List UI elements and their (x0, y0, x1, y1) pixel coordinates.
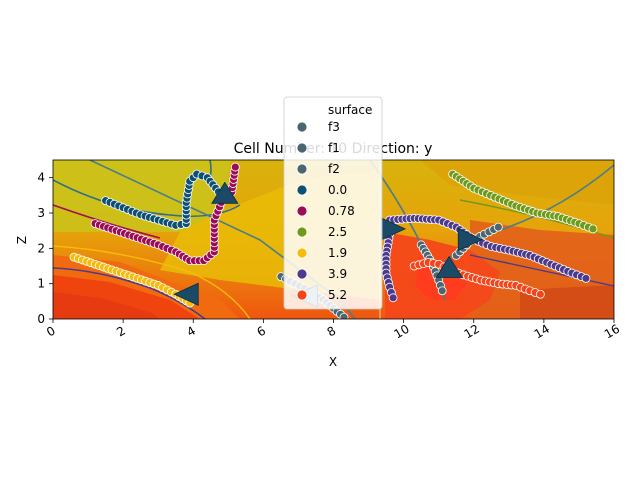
legend-marker (296, 184, 308, 196)
scatter-point-3.9 (388, 293, 398, 303)
legend-label: 2.5 (328, 225, 347, 239)
orientation-arrow (173, 282, 199, 306)
legend-marker (296, 226, 308, 238)
scatter-point-f2 (493, 222, 503, 232)
scatter-point-3.9 (581, 273, 591, 283)
legend-marker (296, 142, 308, 154)
orientation-arrow (211, 181, 239, 204)
orientation-arrow (435, 255, 463, 278)
legend-label: 0.0 (328, 183, 347, 197)
legend-marker (296, 121, 308, 133)
legend-marker (296, 289, 308, 301)
x-tick-label: 10 (392, 322, 412, 342)
legend: surface f3 f1 f2 0.0 0.78 2.5 1.9 3.9 5.2 (283, 96, 383, 310)
y-tick-label: 4 (37, 171, 45, 185)
legend-label: f1 (328, 141, 340, 155)
y-tick-label: 2 (37, 241, 45, 255)
legend-box (283, 96, 383, 310)
legend-label: f2 (328, 162, 340, 176)
orientation-arrow (457, 227, 484, 252)
x-tick-label: 4 (184, 324, 198, 340)
scatter-point-5.2 (535, 289, 545, 299)
scatter-point-2.5 (588, 224, 598, 234)
scatter-point-0.78 (230, 162, 240, 172)
legend-marker (296, 163, 308, 175)
legend-label: 1.9 (328, 246, 347, 260)
x-tick-label: 0 (44, 324, 58, 340)
legend-marker (296, 247, 308, 259)
x-tick-label: 2 (114, 324, 128, 340)
legend-label: 5.2 (328, 288, 347, 302)
x-axis: 0 2 4 6 8 10 12 14 16 (44, 319, 622, 341)
legend-label: 3.9 (328, 267, 347, 281)
y-axis-label: Z (15, 236, 29, 244)
scatter-points-layer (69, 162, 598, 319)
y-axis: 0 1 2 3 4 (37, 171, 53, 326)
legend-label: f3 (328, 120, 340, 134)
scatter-point-f3 (339, 312, 349, 319)
legend-entries: f3 f1 f2 0.0 0.78 2.5 1.9 3.9 5.2 (296, 120, 355, 302)
scatter-point-f1 (437, 286, 447, 296)
legend-marker (296, 268, 308, 280)
x-axis-label: X (329, 355, 337, 369)
y-tick-label: 0 (37, 312, 45, 326)
x-tick-label: 6 (255, 324, 269, 340)
y-tick-label: 1 (37, 277, 45, 291)
legend-marker (296, 205, 308, 217)
legend-title: surface (328, 103, 372, 117)
y-tick-label: 3 (37, 206, 45, 220)
x-tick-label: 16 (602, 322, 622, 342)
legend-label: 0.78 (328, 204, 355, 218)
x-tick-label: 12 (462, 322, 482, 342)
x-tick-label: 14 (532, 322, 552, 342)
x-tick-label: 8 (325, 324, 339, 340)
